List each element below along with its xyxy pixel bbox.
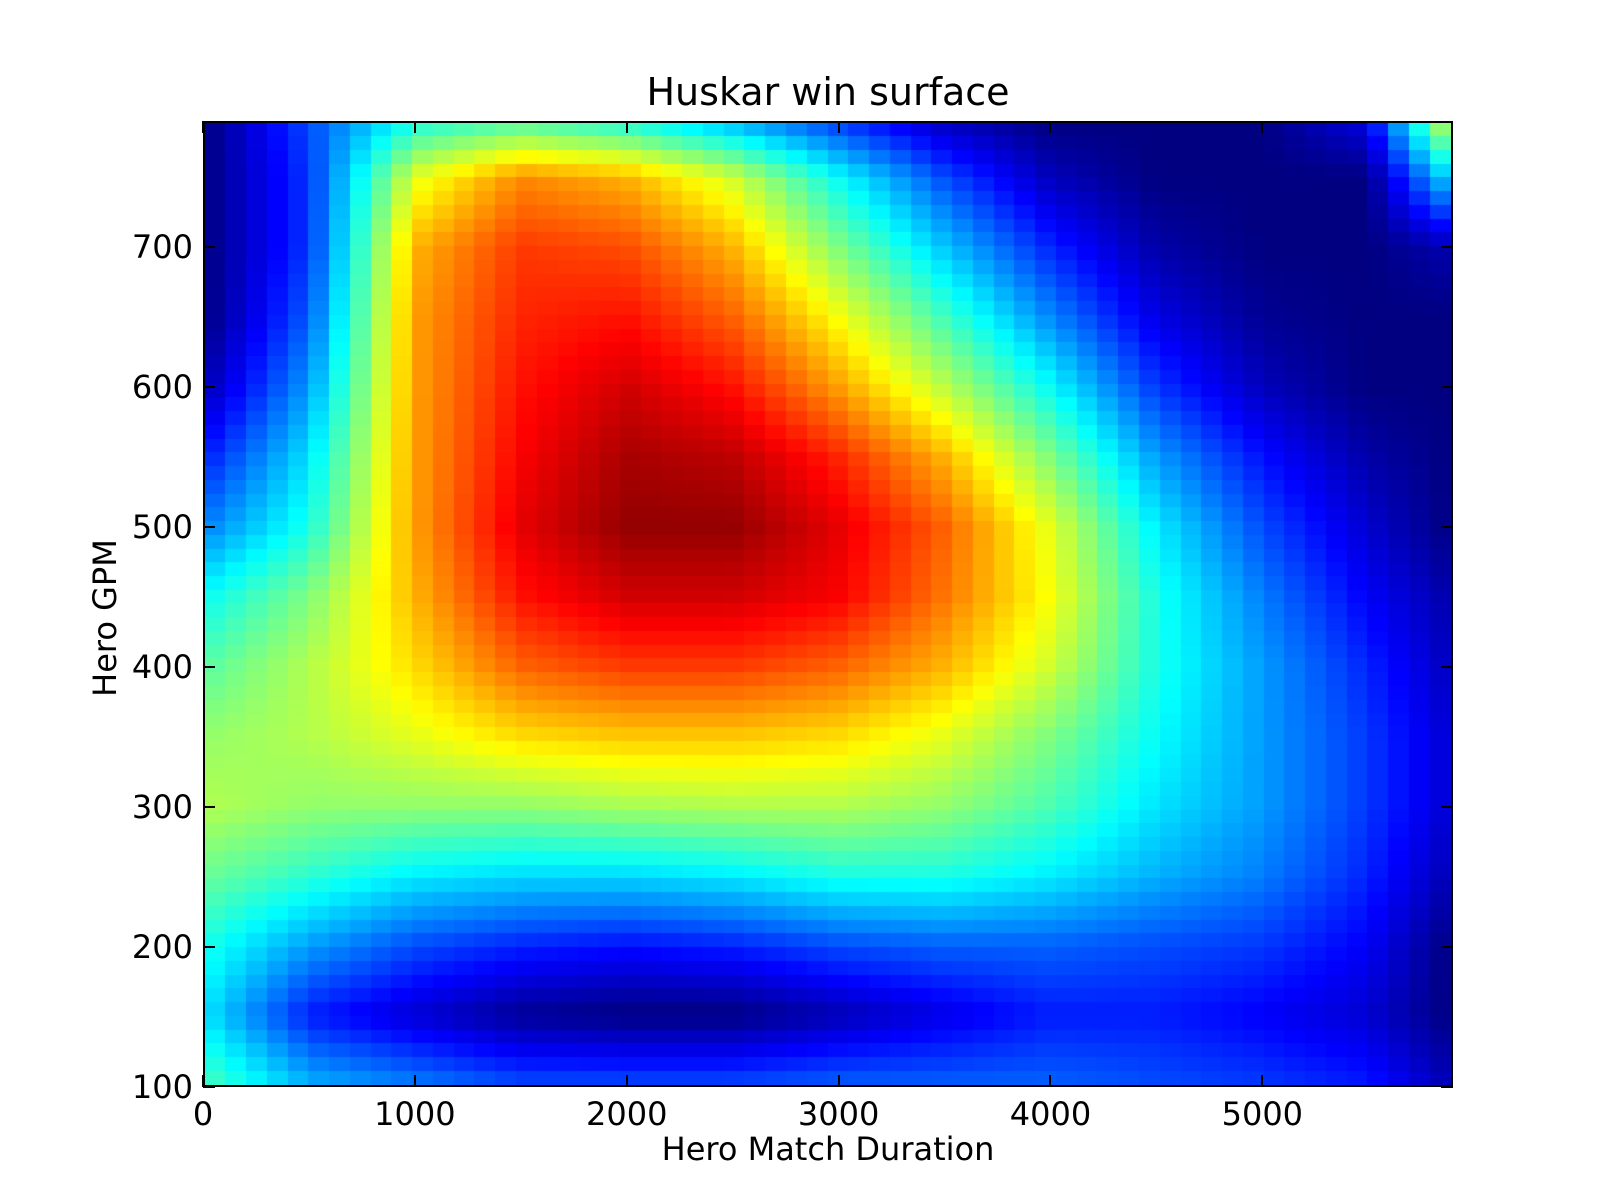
y-tick-label: 700 xyxy=(131,228,193,266)
y-tick-mark xyxy=(1441,806,1453,808)
x-tick-label: 2000 xyxy=(586,1095,668,1133)
x-tick-mark xyxy=(1261,121,1264,133)
y-tick-mark xyxy=(203,1086,215,1088)
x-tick-mark xyxy=(202,1075,204,1087)
x-tick-mark xyxy=(1049,1075,1052,1087)
y-tick-mark xyxy=(203,806,215,808)
y-tick-mark xyxy=(1441,666,1453,668)
y-tick-mark xyxy=(1441,386,1453,388)
y-tick-label: 400 xyxy=(131,648,193,686)
x-tick-mark xyxy=(625,121,628,133)
x-tick-label: 3000 xyxy=(797,1095,880,1133)
x-tick-mark xyxy=(413,121,416,133)
x-tick-mark xyxy=(1261,1075,1264,1087)
y-tick-mark xyxy=(1441,526,1453,528)
y-tick-mark xyxy=(1441,246,1453,248)
x-axis-label: Hero Match Duration xyxy=(661,1130,995,1168)
y-tick-label: 600 xyxy=(131,368,193,406)
y-tick-label: 200 xyxy=(131,928,193,966)
x-tick-label: 1000 xyxy=(374,1095,456,1133)
plot-area xyxy=(203,121,1453,1087)
x-tick-label: 5000 xyxy=(1221,1095,1304,1133)
y-tick-mark xyxy=(203,526,215,528)
x-tick-label: 4000 xyxy=(1009,1095,1092,1133)
x-tick-mark xyxy=(413,1075,416,1087)
y-tick-mark xyxy=(1441,946,1453,948)
x-tick-mark xyxy=(625,1075,628,1087)
y-tick-label: 100 xyxy=(131,1068,193,1106)
y-tick-label: 300 xyxy=(131,788,193,826)
y-axis-label: Hero GPM xyxy=(86,539,124,697)
x-tick-mark xyxy=(1049,121,1052,133)
y-tick-mark xyxy=(203,666,215,668)
chart-title: Huskar win surface xyxy=(646,70,1010,114)
x-tick-mark xyxy=(837,121,840,133)
y-tick-mark xyxy=(1441,1086,1453,1088)
y-tick-mark xyxy=(203,246,215,248)
x-tick-mark xyxy=(202,121,204,133)
heatmap-surface xyxy=(205,123,1451,1085)
y-tick-mark xyxy=(203,946,215,948)
x-tick-mark xyxy=(837,1075,840,1087)
x-tick-label: 0 xyxy=(192,1095,214,1133)
y-tick-label: 500 xyxy=(131,508,193,546)
y-tick-mark xyxy=(203,386,215,388)
